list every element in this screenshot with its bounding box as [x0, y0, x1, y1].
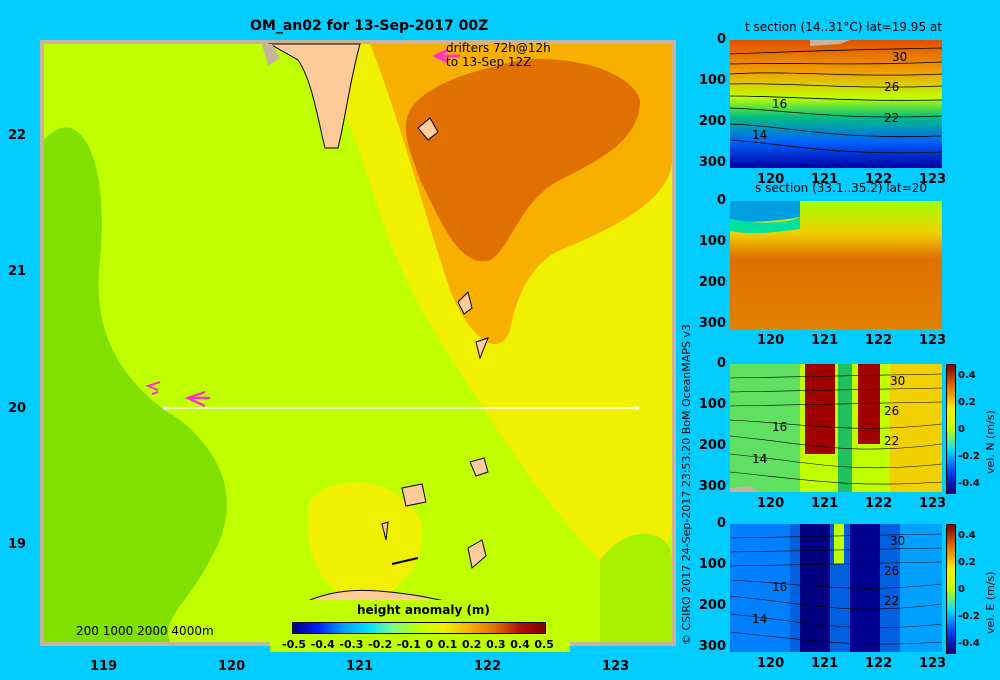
panel3-x-tick: 121	[811, 496, 839, 511]
panel1-title: t section (14..31°C) lat=19.95 at	[745, 20, 942, 34]
y-tick-19: 19	[8, 537, 27, 552]
p3-contour-30: 30	[890, 374, 906, 388]
panel4-cbar-label: vel. E (m/s)	[984, 571, 997, 634]
temperature-section	[730, 40, 942, 168]
cbar-tick: -0.2	[368, 638, 393, 651]
panel4-cbar-tick: -0.4	[958, 638, 980, 649]
panel1-x-tick: 120	[757, 172, 785, 187]
drifter-note-line1: drifters 72h@12h	[446, 41, 551, 55]
p3-contour-26: 26	[884, 404, 900, 418]
cbar-tick: -0.4	[310, 638, 335, 651]
cbar-tick: -0.3	[339, 638, 364, 651]
panel2-y-tick: 300	[698, 316, 726, 331]
panel2-title: s section (33.1..35.2) lat=20	[755, 181, 928, 195]
colorbar-title: height anomaly (m)	[357, 603, 490, 617]
p3-contour-16: 16	[772, 420, 788, 434]
p1-contour-26: 26	[884, 80, 900, 94]
p4-contour-26: 26	[884, 564, 900, 578]
p3-contour-22: 22	[884, 434, 900, 448]
panel2-y-tick: 100	[698, 234, 726, 249]
x-tick-122: 122	[474, 659, 502, 674]
panel3-y-tick: 100	[698, 397, 726, 412]
panel4-x-tick: 122	[865, 656, 893, 671]
cbar-tick: 0	[425, 638, 434, 651]
p1-contour-22: 22	[884, 111, 900, 125]
panel2-y-tick: 0	[716, 193, 726, 208]
panel4-cbar-tick: 0.4	[958, 530, 976, 541]
vel-e-colorbar	[946, 524, 956, 654]
panel4-y-tick: 100	[698, 557, 726, 572]
panel1-y-tick: 300	[698, 155, 726, 170]
panel1-y-tick: 100	[698, 73, 726, 88]
panel3-cbar-label: vel. N (m/s)	[984, 410, 997, 474]
panel2-x-tick: 121	[811, 333, 839, 348]
panel3-cbar-tick: 0	[958, 424, 965, 435]
x-tick-123: 123	[602, 659, 630, 674]
p4-contour-14: 14	[752, 612, 768, 626]
cbar-tick: -0.1	[396, 638, 421, 651]
panel4-cbar-tick: -0.2	[958, 611, 980, 622]
p4-contour-22: 22	[884, 594, 900, 608]
panel3-x-tick: 120	[757, 496, 785, 511]
cbar-tick: 0.1	[437, 638, 458, 651]
cbar-tick: 0.5	[534, 638, 554, 651]
p4-contour-16: 16	[772, 580, 788, 594]
panel2-x-tick: 123	[919, 333, 947, 348]
panel4-x-tick: 120	[757, 656, 785, 671]
panel2-x-tick: 120	[757, 333, 785, 348]
panel3-x-tick: 123	[919, 496, 947, 511]
panel1-y-tick: 0	[716, 32, 726, 47]
page-title: OM_an02 for 13-Sep-2017 00Z	[250, 18, 489, 34]
panel3-y-tick: 0	[716, 356, 726, 371]
p1-contour-14: 14	[752, 128, 768, 142]
cbar-tick: 0.3	[486, 638, 506, 651]
drifter-note-line2: to 13-Sep 12Z	[446, 55, 532, 69]
p4-contour-30: 30	[890, 534, 906, 548]
p3-contour-14: 14	[752, 452, 768, 466]
x-tick-121: 121	[346, 659, 374, 674]
panel4-y-tick: 300	[698, 639, 726, 654]
colorbar-gradient	[292, 622, 546, 634]
panel4-x-tick: 123	[919, 656, 947, 671]
panel4-y-tick: 0	[716, 516, 726, 531]
panel2-y-tick: 200	[698, 275, 726, 290]
panel1-x-tick: 122	[865, 172, 893, 187]
panel4-x-tick: 121	[811, 656, 839, 671]
panel3-cbar-tick: 0.4	[958, 370, 976, 381]
panel2-x-tick: 122	[865, 333, 893, 348]
panel3-cbar-tick: -0.4	[958, 478, 980, 489]
y-tick-22: 22	[8, 128, 27, 143]
panel1-y-tick: 200	[698, 114, 726, 129]
depth-legend: 200 1000 2000 4000m	[76, 624, 214, 638]
salinity-section	[730, 201, 942, 329]
velocity-east-section	[730, 524, 942, 652]
x-tick-120: 120	[218, 659, 246, 674]
velocity-north-section	[730, 364, 942, 492]
panel3-x-tick: 122	[865, 496, 893, 511]
cbar-tick: 0.2	[461, 638, 482, 651]
panel1-x-tick: 121	[811, 172, 839, 187]
panel3-y-tick: 300	[698, 479, 726, 494]
panel3-cbar-tick: 0.2	[958, 397, 976, 408]
cbar-tick: 0.4	[510, 638, 530, 651]
colorbar-ticks: -0.5 -0.4 -0.3 -0.2 -0.1 0 0.1 0.2 0.3 0…	[282, 638, 554, 651]
vel-n-colorbar	[946, 364, 956, 494]
panel3-y-tick: 200	[698, 438, 726, 453]
panel1-x-tick: 123	[919, 172, 947, 187]
y-tick-21: 21	[8, 264, 27, 279]
height-anomaly-map	[40, 40, 676, 646]
p1-contour-16: 16	[772, 97, 788, 111]
y-tick-20: 20	[8, 401, 27, 416]
x-tick-119: 119	[90, 659, 118, 674]
cbar-tick: -0.5	[282, 638, 307, 651]
panel4-y-tick: 200	[698, 598, 726, 613]
p1-contour-30: 30	[892, 50, 908, 64]
panel3-cbar-tick: -0.2	[958, 451, 980, 462]
panel4-cbar-tick: 0.2	[958, 557, 976, 568]
panel4-cbar-tick: 0	[958, 584, 965, 595]
